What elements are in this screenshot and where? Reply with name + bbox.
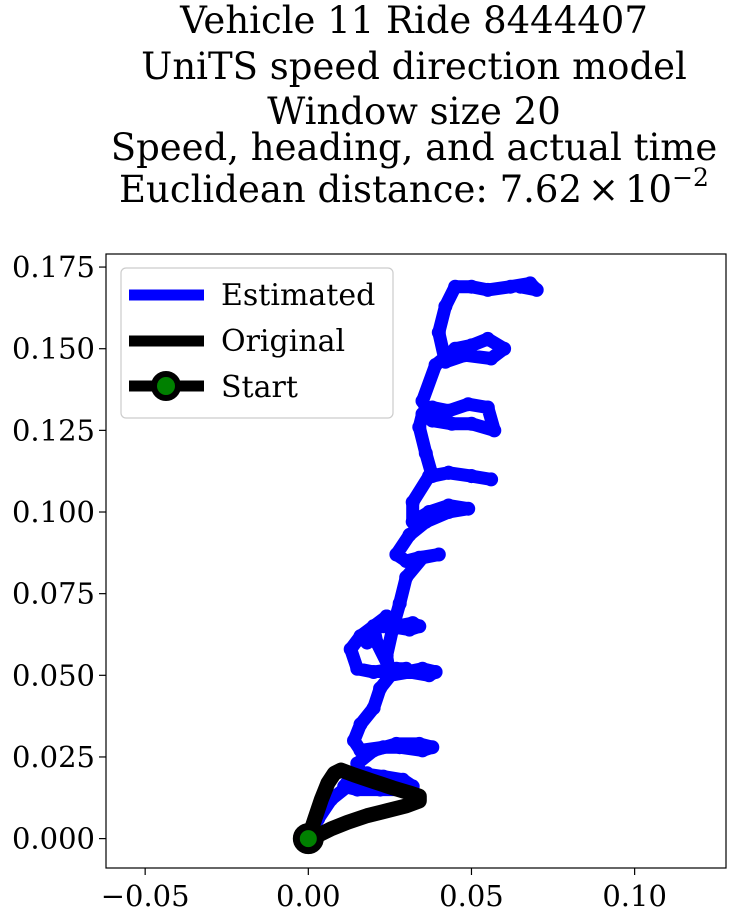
- point-estimated: [350, 782, 365, 797]
- point-estimated: [415, 394, 430, 408]
- series-line-original: [300, 762, 427, 847]
- point-estimated: [373, 681, 388, 696]
- point-estimated: [431, 325, 446, 340]
- y-tick-label: 0.100: [12, 495, 95, 529]
- point-estimated: [513, 279, 528, 294]
- point-estimated: [405, 495, 420, 510]
- legend-label-original: Original: [221, 324, 345, 359]
- point-estimated: [412, 420, 427, 435]
- x-tick-label: 0.05: [439, 879, 504, 913]
- point-estimated: [461, 501, 476, 516]
- point-estimated: [464, 338, 479, 353]
- point-estimated: [461, 397, 476, 412]
- title-line-1: Vehicle 11 Ride 8444407: [179, 0, 648, 42]
- title-line-2: UniTS speed direction model: [141, 45, 687, 88]
- x-tick-label: 0.10: [602, 879, 667, 913]
- legend-label-estimated: Estimated: [221, 278, 375, 313]
- y-tick-label: 0.050: [12, 658, 95, 692]
- point-estimated: [350, 661, 365, 676]
- point-estimated: [389, 547, 404, 562]
- point-estimated: [444, 416, 459, 431]
- point-estimated: [484, 351, 499, 366]
- point-estimated: [503, 279, 518, 294]
- point-estimated: [441, 403, 456, 418]
- point-estimated: [480, 282, 495, 297]
- point-estimated: [366, 665, 381, 679]
- y-tick-label: 0.125: [12, 413, 95, 447]
- title-line-4: Speed, heading, and actual time: [111, 126, 718, 169]
- point-estimated: [464, 469, 479, 484]
- point-estimated: [464, 416, 479, 431]
- point-estimated: [487, 423, 502, 438]
- legend-swatch-start-marker: [151, 371, 181, 401]
- point-estimated: [484, 472, 499, 487]
- title-line-5: Euclidean distance: 7.62 × 10−2: [119, 163, 709, 211]
- point-estimated: [425, 413, 440, 428]
- distance-mantissa: 7.62: [500, 168, 582, 211]
- point-estimated: [441, 498, 456, 513]
- distance-exponent: −2: [672, 163, 709, 192]
- point-estimated: [418, 446, 433, 461]
- point-estimated: [497, 341, 512, 356]
- start-marker: [292, 823, 324, 855]
- legend: Estimated Original Start: [120, 267, 394, 419]
- legend-label-start: Start: [221, 370, 298, 405]
- distance-label: Euclidean distance:: [119, 168, 500, 211]
- point-estimated: [402, 622, 417, 637]
- x-tick-label: 0.00: [276, 879, 341, 913]
- title-line-3: Window size 20: [267, 90, 561, 133]
- point-estimated: [392, 740, 407, 755]
- point-estimated: [399, 570, 414, 585]
- point-estimated: [529, 282, 544, 297]
- point-estimated: [366, 701, 381, 715]
- y-tick-label: 0.000: [12, 822, 95, 856]
- point-estimated: [337, 779, 352, 794]
- point-estimated: [392, 596, 407, 611]
- point-estimated: [402, 665, 417, 679]
- point-estimated: [386, 619, 401, 634]
- series-layer: [292, 276, 544, 855]
- x-tick-label: −0.05: [101, 879, 190, 913]
- point-estimated: [379, 648, 394, 663]
- point-estimated: [369, 635, 384, 650]
- y-tick-label: 0.175: [12, 250, 95, 284]
- point-estimated: [480, 331, 495, 346]
- point-estimated: [438, 299, 453, 314]
- point-estimated: [448, 279, 463, 294]
- y-tick-label: 0.150: [12, 332, 95, 366]
- point-estimated: [425, 469, 440, 484]
- point-estimated: [360, 635, 375, 650]
- point-estimated: [438, 354, 453, 369]
- y-axis: 0.000 0.025 0.050 0.075 0.100 0.125 0.150 0.175: [12, 250, 106, 856]
- point-estimated: [347, 733, 361, 748]
- point-estimated: [422, 668, 437, 683]
- point-estimated: [415, 743, 430, 758]
- point-estimated: [405, 514, 420, 529]
- y-tick-label: 0.025: [12, 740, 95, 774]
- point-estimated: [441, 465, 456, 480]
- point-estimated: [402, 527, 417, 542]
- point-estimated: [376, 740, 391, 755]
- chart-title: Vehicle 11 Ride 8444407 UniTS speed dire…: [111, 0, 718, 211]
- point-estimated: [343, 642, 358, 657]
- point-estimated: [353, 717, 368, 732]
- point-estimated: [464, 279, 479, 294]
- point-estimated: [412, 550, 427, 565]
- distance-times: ×: [588, 168, 619, 211]
- x-axis: −0.05 0.00 0.05 0.10: [101, 868, 667, 913]
- point-estimated: [480, 400, 495, 415]
- distance-base: 10: [625, 168, 672, 211]
- point-estimated: [457, 348, 472, 363]
- point-estimated: [382, 668, 397, 683]
- plot-frame: [105, 253, 727, 869]
- point-estimated: [366, 619, 381, 634]
- y-tick-label: 0.075: [12, 577, 95, 611]
- point-estimated: [422, 505, 437, 519]
- point-estimated: [431, 547, 446, 562]
